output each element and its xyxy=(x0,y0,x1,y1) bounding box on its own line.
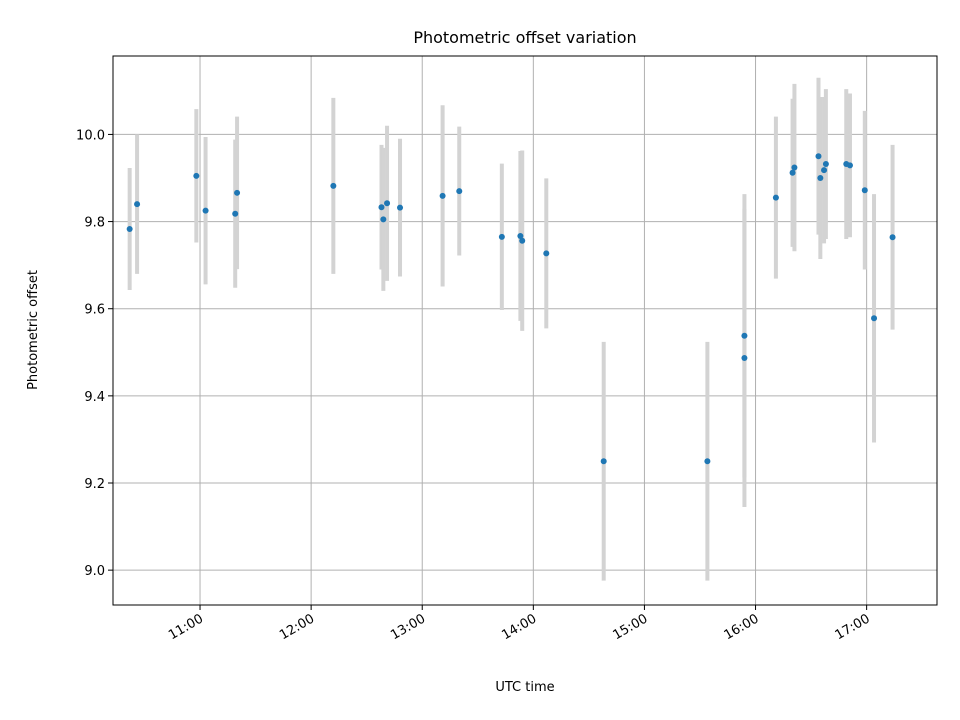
x-tick-label: 14:00 xyxy=(499,611,539,643)
data-point xyxy=(846,162,853,169)
x-tick-label: 15:00 xyxy=(610,611,650,643)
data-point xyxy=(741,354,748,361)
grid xyxy=(113,56,937,605)
data-point xyxy=(519,237,526,244)
y-tick-label: 9.4 xyxy=(84,390,105,405)
y-tick-label: 9.8 xyxy=(84,216,105,231)
data-point xyxy=(741,332,748,339)
data-points xyxy=(126,153,896,465)
data-point xyxy=(543,250,550,257)
y-tick-label: 9.6 xyxy=(84,303,105,318)
y-tick-label: 9.2 xyxy=(84,477,105,492)
data-point xyxy=(380,216,387,223)
data-point xyxy=(498,233,505,240)
data-point xyxy=(815,153,822,160)
data-point xyxy=(772,194,779,201)
data-point xyxy=(232,210,239,217)
data-point xyxy=(193,172,200,179)
data-point xyxy=(789,169,796,176)
data-point xyxy=(378,204,385,211)
y-tick-label: 9.0 xyxy=(84,564,105,579)
data-point xyxy=(517,232,524,239)
y-axis-label: Photometric offset xyxy=(26,270,41,390)
data-point xyxy=(456,188,463,195)
y-tick-label: 10.0 xyxy=(76,128,105,143)
x-axis-ticks: 11:00 12:00 13:00 14:00 15:00 16:00 17:00 xyxy=(166,605,873,643)
x-tick-label: 11:00 xyxy=(166,611,206,643)
data-point xyxy=(791,164,798,171)
data-point xyxy=(126,225,133,232)
data-point xyxy=(600,458,607,465)
x-tick-label: 16:00 xyxy=(722,611,762,643)
data-point xyxy=(202,207,209,214)
data-point xyxy=(822,161,829,168)
x-tick-label: 17:00 xyxy=(833,611,873,643)
x-tick-label: 13:00 xyxy=(388,611,428,643)
data-point xyxy=(384,200,391,207)
chart-title: Photometric offset variation xyxy=(413,28,636,47)
x-axis-label: UTC time xyxy=(495,680,554,695)
data-point xyxy=(439,192,446,199)
data-point xyxy=(861,187,868,194)
data-point xyxy=(330,182,337,189)
data-point xyxy=(871,315,878,322)
x-tick-label: 12:00 xyxy=(277,611,317,643)
data-point xyxy=(821,167,828,174)
y-axis-ticks: 9.0 9.2 9.4 9.6 9.8 10.0 xyxy=(76,128,113,579)
data-point xyxy=(134,201,141,208)
data-point xyxy=(397,204,404,211)
data-point xyxy=(704,458,711,465)
error-bars xyxy=(127,77,895,581)
data-point xyxy=(817,175,824,181)
data-point xyxy=(889,234,896,241)
plot-frame xyxy=(112,55,938,606)
data-point xyxy=(234,189,241,196)
